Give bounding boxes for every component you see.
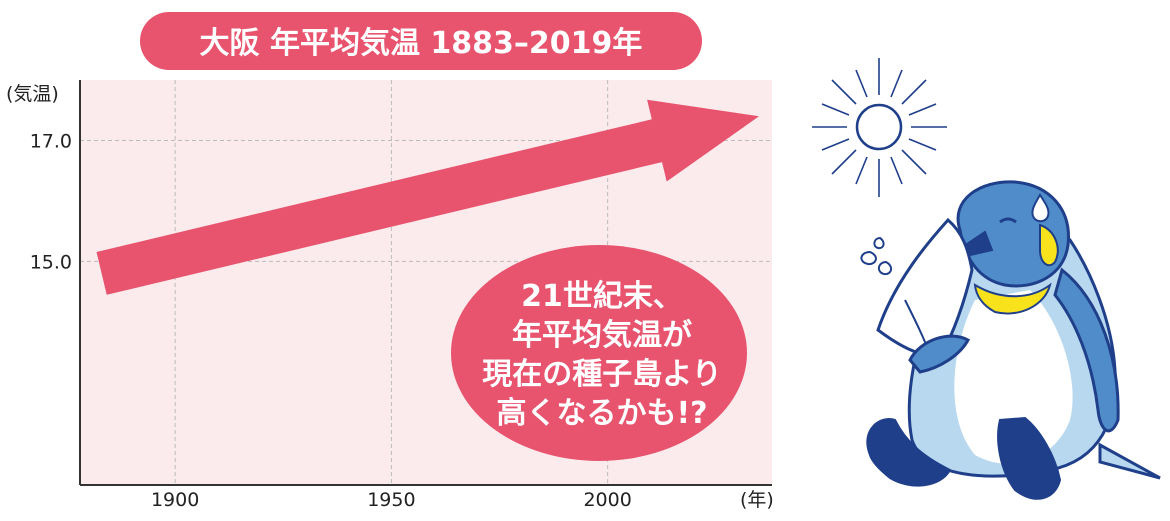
penguin-wing [1053, 267, 1120, 433]
chart-title: 大阪 年平均気温 1883–2019年 [200, 26, 643, 61]
penguin-illustration [860, 180, 1161, 500]
x-tick-label: 2000 [583, 489, 631, 511]
splash-drop-2 [878, 260, 892, 276]
title-pill-bg [140, 12, 702, 70]
series-layer [96, 99, 759, 295]
callout-line-1: 21世紀末、 [521, 279, 683, 314]
x-axis-label: (年) [740, 489, 774, 511]
penguin-left-foot [866, 418, 952, 487]
y-tick-label: 15.0 [30, 251, 72, 273]
sun-icon [812, 58, 947, 197]
penguin-cheek [1039, 223, 1059, 267]
penguin-right-foot [997, 416, 1062, 500]
callout-bubble [451, 245, 747, 461]
penguin-eye [999, 217, 1017, 224]
sweat-drop-icon [1031, 193, 1050, 223]
splash-drop-1 [860, 250, 877, 266]
callout-line-3: 現在の種子島より [482, 357, 721, 392]
penguin-throat-patch [973, 282, 1052, 315]
callout-line-2: 年平均気温が [512, 318, 692, 353]
tick-labels: 1900 1950 2000 15.0 17.0 [30, 130, 632, 511]
penguin-belly [954, 290, 1073, 464]
x-tick-label: 1900 [151, 489, 199, 511]
penguin-tail [1098, 442, 1161, 480]
x-tick-label: 1950 [367, 489, 415, 511]
y-tick-label: 17.0 [30, 130, 72, 152]
trend-arrow [96, 99, 759, 295]
callout-line-4: 高くなるかも!? [496, 396, 707, 431]
title-banner: 大阪 年平均気温 1883–2019年 [140, 12, 702, 70]
y-axis-label: (気温) [6, 83, 59, 105]
callout: 21世紀末、 年平均気温が 現在の種子島より 高くなるかも!? [451, 245, 747, 461]
penguin-flipper [908, 334, 971, 374]
splash-drop-3 [873, 236, 885, 250]
